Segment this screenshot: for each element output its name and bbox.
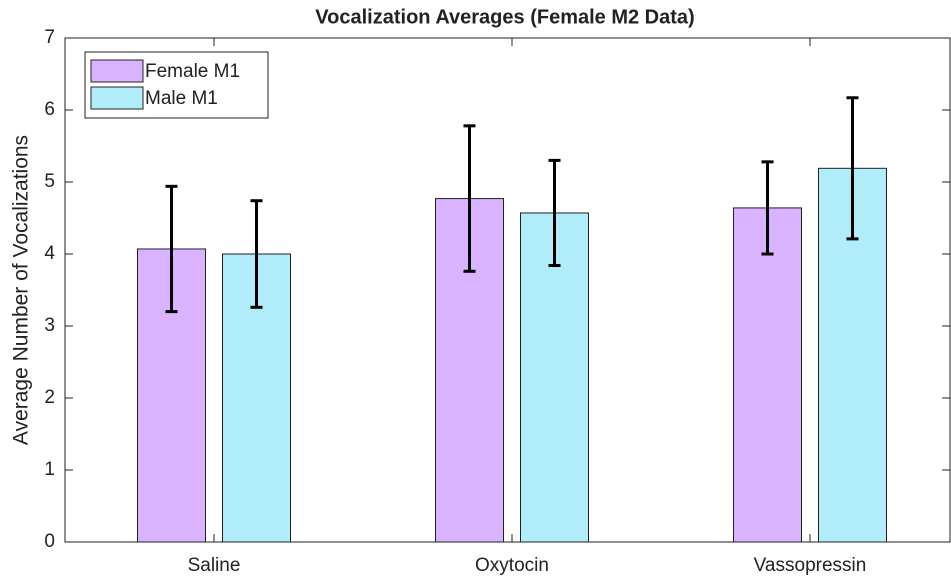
error-bar	[548, 158, 561, 268]
y-tick-label: 1	[44, 459, 55, 480]
axes-box	[64, 37, 951, 543]
error-bar	[463, 124, 476, 273]
x-tick-label: Saline	[188, 555, 241, 576]
y-tick-label: 6	[44, 99, 55, 120]
error-bar	[846, 96, 859, 241]
y-tick-label: 3	[44, 315, 55, 336]
legend-label: Female M1	[145, 61, 240, 82]
legend-swatch	[90, 86, 144, 110]
y-axis-label: Average Number of Vocalizations	[10, 135, 33, 445]
x-tick-label: Oxytocin	[475, 555, 549, 576]
chart-title: Vocalization Averages (Female M2 Data)	[315, 6, 694, 28]
error-bar	[250, 199, 263, 309]
legend-label: Male M1	[145, 88, 218, 109]
legend-swatch	[90, 59, 144, 83]
y-tick-label: 7	[44, 27, 55, 48]
y-tick-label: 2	[44, 387, 55, 408]
error-bar	[761, 160, 774, 256]
y-tick-label: 4	[44, 243, 55, 264]
bar	[733, 207, 802, 543]
bar	[520, 212, 589, 543]
error-bar	[165, 184, 178, 314]
y-tick-label: 5	[44, 171, 55, 192]
y-tick-label: 0	[44, 531, 55, 552]
x-tick-label: Vassopressin	[754, 555, 867, 576]
